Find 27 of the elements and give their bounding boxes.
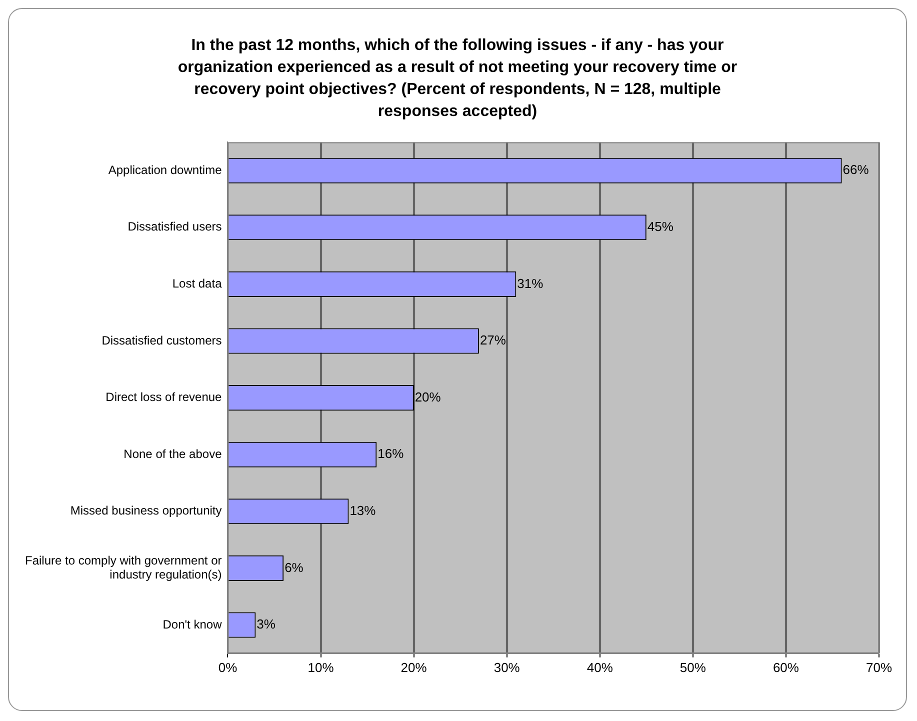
- y-tick-label: Lost data: [172, 276, 222, 291]
- data-label: 13%: [350, 502, 376, 518]
- y-tick-label: Dissatisfied users: [128, 220, 222, 234]
- x-tick-label: 70%: [866, 660, 892, 675]
- y-tick-label: Don't know: [162, 617, 222, 632]
- data-label: 27%: [480, 332, 506, 348]
- y-tick-label: Dissatisfied customers: [102, 333, 222, 348]
- y-tick-label: Failure to comply with government or industry regulation(s): [24, 553, 222, 582]
- x-tick-label: 60%: [772, 660, 800, 675]
- x-tick-label: 0%: [218, 660, 238, 675]
- x-tick-label: 40%: [586, 660, 614, 675]
- y-tick-label: None of the above: [124, 446, 222, 461]
- y-tick-label: Direct loss of revenue: [106, 390, 222, 404]
- data-label: 20%: [414, 389, 442, 404]
- data-label: 31%: [517, 276, 544, 291]
- data-label: 16%: [378, 446, 404, 462]
- data-label: 3%: [256, 616, 276, 632]
- y-tick-label: Application downtime: [108, 162, 222, 177]
- data-label: 45%: [647, 218, 674, 234]
- x-tick-label: 10%: [308, 660, 334, 675]
- y-tick-label: Missed business opportunity: [70, 504, 222, 518]
- x-tick-label: 30%: [494, 660, 520, 675]
- x-tick-label: 50%: [680, 660, 706, 675]
- data-label: 6%: [284, 560, 304, 575]
- x-tick-label: 20%: [400, 660, 428, 675]
- chart-title: In the past 12 months, which of the following issues - if any - has your organization experienced as a result of not meeting your recovery time or recovery point objectives? (Percent of respondents, N = 128, multiple responses accepted): [176, 36, 738, 122]
- data-label: 66%: [842, 162, 870, 178]
